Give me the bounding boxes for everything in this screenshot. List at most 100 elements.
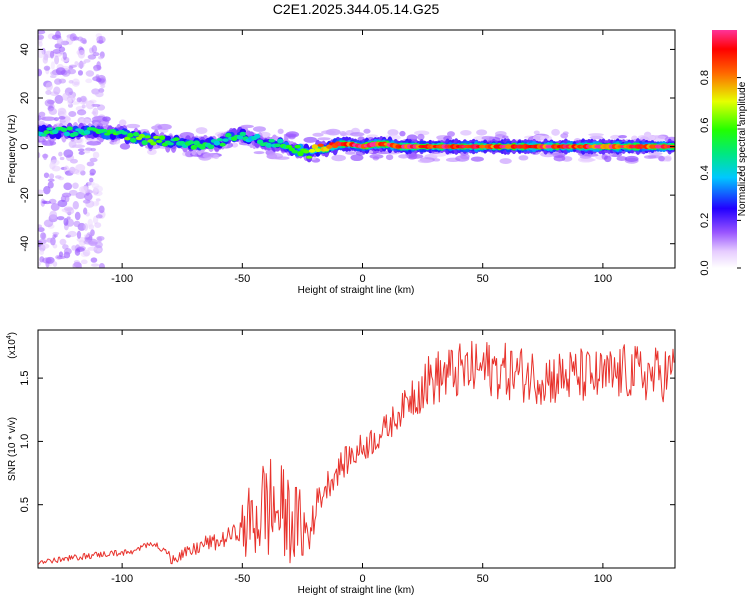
- spectrogram-noise-cell: [93, 186, 98, 196]
- snr-y-ticks: 0.5 1.0 1.5: [19, 370, 675, 512]
- spectrogram-noise-cell: [38, 238, 47, 245]
- spectrogram-halo-cell: [157, 123, 172, 130]
- snr-frame: [37, 329, 676, 569]
- spectrogram-x-ticks: -100 -50 0 50 100: [111, 30, 612, 285]
- spectrogram-ridge-cell: [158, 135, 166, 141]
- spectrogram-noise-cell: [82, 249, 91, 257]
- spectrogram-noise-cell: [63, 248, 72, 255]
- spectrogram-y-label: Frequency (Hz): [7, 115, 18, 184]
- snr-multiplier: (x104): [6, 332, 18, 359]
- spectrogram-ridge-cell: [239, 131, 247, 137]
- spectrogram-noise-cell: [58, 151, 63, 157]
- spectrogram-halo-cell: [460, 153, 470, 160]
- colorbar-tick-label: 0.4: [699, 165, 711, 180]
- spectrogram-halo-cell: [125, 123, 141, 129]
- spectrogram-halo-cell: [648, 151, 663, 156]
- spectrogram-noise-cell: [82, 39, 87, 45]
- spectrogram-ridge-cell: [43, 130, 50, 135]
- spectrogram-ridge-cell: [207, 144, 215, 150]
- spectrogram-noise-cell: [77, 148, 85, 152]
- spectrogram-noise-cell: [74, 248, 81, 256]
- spectrogram-noise-cell: [83, 150, 91, 154]
- spectrogram-x-label: Height of straight line (km): [298, 285, 415, 296]
- spectrogram-ridge-cell: [167, 142, 174, 146]
- spectrogram-ridge-cell: [153, 135, 160, 139]
- spectrogram-halo-cell: [349, 132, 365, 137]
- spectrogram-noise-cell: [56, 255, 66, 259]
- spectrogram-noise-cell: [38, 261, 42, 267]
- spectrogram-noise-cell: [57, 216, 65, 221]
- spectrogram-noise-cell: [80, 95, 87, 103]
- spectrogram-ridge-cell: [155, 139, 163, 143]
- spectrogram-halo-cell: [580, 158, 596, 162]
- spectrogram-noise-cell: [83, 239, 94, 245]
- spectrogram-ridge-cell: [138, 133, 146, 138]
- snr-series-line: [38, 340, 675, 565]
- spectrogram-halo-cell: [399, 130, 406, 137]
- figure-title: C2E1.2025.344.05.14.G25: [273, 1, 440, 17]
- spectrogram-noise-cell: [91, 45, 98, 54]
- spectrogram-y-tick-label: -20: [19, 187, 31, 203]
- spectrogram-noise-cell: [50, 203, 60, 211]
- spectrogram-noise-cell: [49, 159, 60, 166]
- spectrogram-noise-cell: [67, 230, 77, 238]
- spectrogram-ridge-cell: [216, 137, 223, 142]
- spectrogram-noise-cell: [68, 111, 77, 117]
- spectrogram-noise-cell: [90, 147, 97, 152]
- spectrogram-noise-cell: [94, 222, 102, 229]
- spectrogram-noise-cell: [85, 78, 93, 84]
- spectrogram-noise-cell: [54, 94, 64, 104]
- spectrogram-noise-cell: [83, 234, 90, 238]
- spectrogram-noise-cell: [87, 246, 98, 251]
- spectrogram-noise-cell: [38, 224, 43, 229]
- spectrogram-halo-cell: [366, 134, 379, 138]
- spectrogram-noise-cell: [83, 223, 89, 231]
- spectrogram-noise-cell: [95, 214, 103, 219]
- spectrogram-noise-cell: [43, 219, 54, 228]
- spectrogram-halo-cell: [560, 133, 569, 139]
- spectrogram-halo-cell: [624, 155, 639, 162]
- spectrogram-ridge-cell: [213, 140, 221, 146]
- spectrogram-noise-cell: [43, 200, 52, 205]
- spectrogram-ridge-cell: [297, 150, 304, 157]
- spectrogram-halo-cell: [417, 159, 433, 164]
- spectrogram-noise-cell: [86, 161, 95, 167]
- spectrogram-noise-cell: [38, 115, 42, 121]
- colorbar: 0.0 0.2 0.4 0.6 0.8 Normalized spectral ampl…: [699, 30, 748, 276]
- spectrogram-ridge-cell: [291, 149, 298, 154]
- spectrogram-halo-cell: [604, 155, 612, 163]
- spectrogram-halo-cell: [533, 130, 540, 135]
- spectrogram-noise-cell: [38, 111, 46, 118]
- spectrogram-halo-cell: [589, 135, 604, 140]
- spectrogram-halo-cell: [470, 156, 484, 162]
- spectrogram-halo-cell: [460, 130, 472, 136]
- spectrogram-noise-cell: [73, 81, 80, 86]
- snr-panel: -100 -50 0 50 100 0.5 1.0 1.5 Height of straig…: [6, 329, 676, 596]
- spectrogram-halo-cell: [317, 137, 331, 141]
- spectrogram-halo-cell: [102, 116, 111, 122]
- spectrogram-x-tick-label: 50: [477, 273, 489, 285]
- spectrogram-halo-cell: [331, 154, 346, 162]
- spectrogram-ridge-cell: [294, 144, 301, 149]
- spectrogram-ridge-cell: [277, 138, 284, 144]
- spectrogram-noise-cell: [87, 218, 93, 228]
- spectrogram-frame: [37, 29, 676, 269]
- spectrogram-halo-cell: [277, 128, 284, 134]
- spectrogram-halo-cell: [41, 140, 57, 146]
- spectrogram-noise-cell: [38, 142, 42, 146]
- spectrogram-ridge-cell: [305, 155, 313, 159]
- spectrogram-noise-cell: [96, 40, 104, 44]
- spectrogram-halo-cell: [387, 129, 399, 136]
- colorbar-tick-label: 0.6: [699, 118, 711, 133]
- spectrogram-ridge-cell: [308, 148, 316, 153]
- spectrogram-halo-cell: [274, 156, 290, 160]
- spectrogram-noise-cell: [77, 49, 86, 59]
- snr-x-tick-label: -100: [111, 573, 133, 585]
- snr-y-tick-label: 0.5: [19, 497, 31, 512]
- spectrogram-noise-cell: [76, 109, 87, 116]
- spectrogram-halo-cell: [253, 151, 265, 155]
- spectrogram-noise-cell: [38, 34, 45, 40]
- spectrogram-halo-cell: [321, 130, 336, 135]
- spectrogram-noise-cell: [38, 30, 46, 35]
